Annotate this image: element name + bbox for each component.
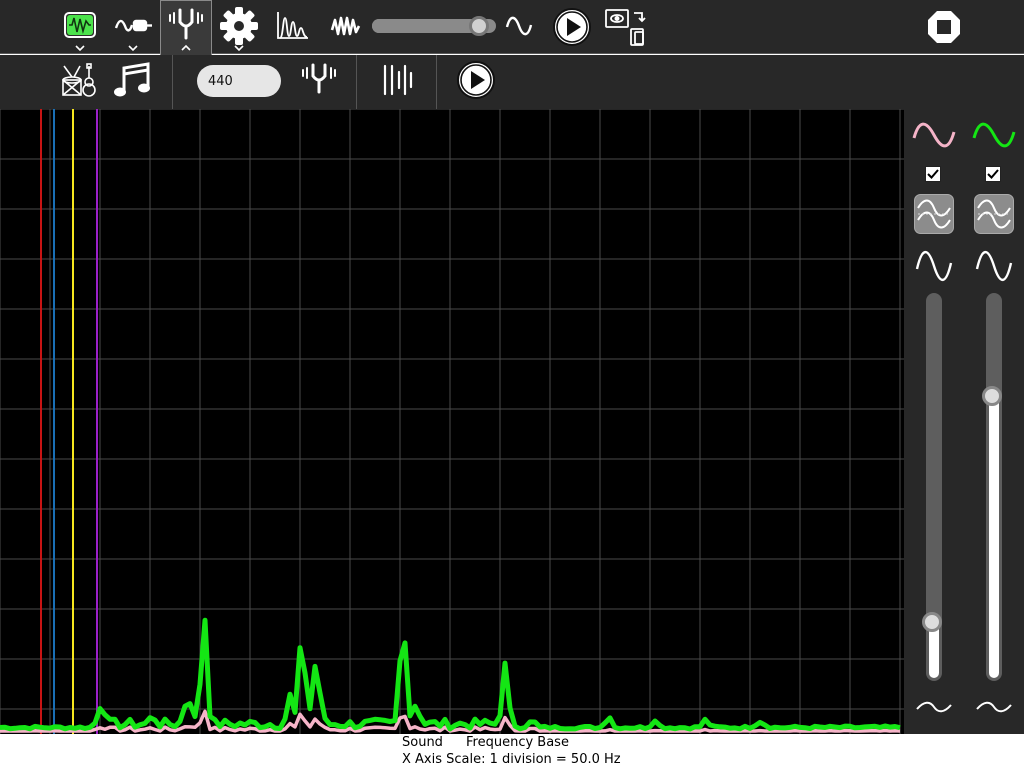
sensor-probe-icon <box>114 19 152 32</box>
play-button[interactable] <box>552 7 592 47</box>
frequency-markers <box>40 109 98 734</box>
tuning-lines-button[interactable] <box>382 64 414 96</box>
channel-1-low-wave-icon-holder <box>914 697 954 717</box>
channel-1-gain-handle[interactable] <box>922 611 942 632</box>
dual-wave-icon <box>914 194 954 234</box>
instruments-icon <box>62 63 96 97</box>
oscilloscope-tab[interactable] <box>62 10 98 52</box>
channel-2-trigger-button[interactable] <box>974 194 1014 234</box>
channel-1-wave-button[interactable] <box>912 118 956 152</box>
tuning-fork-icon <box>302 63 336 94</box>
sine-wave-icon <box>915 250 953 282</box>
notes-button[interactable] <box>114 62 152 100</box>
instrument-button[interactable] <box>60 62 98 100</box>
screenshot-capture-icon <box>605 9 646 46</box>
sine-wave-icon <box>912 122 956 148</box>
chevron-down-icon <box>234 45 244 52</box>
tuning-tab[interactable] <box>166 6 206 52</box>
channel-2-gain-fill <box>989 396 999 678</box>
music-notes-icon <box>114 62 150 97</box>
checkmark-icon <box>987 169 999 179</box>
oscilloscope-icon <box>64 12 96 38</box>
channel-2-wave-button[interactable] <box>972 118 1016 152</box>
spectrum-display[interactable] <box>0 109 904 734</box>
tone-play-button[interactable] <box>456 60 496 100</box>
flat-wave-icon <box>976 701 1012 713</box>
toolbar-separator <box>356 55 357 109</box>
spectrum-canvas <box>0 109 904 734</box>
status-scale: X Axis Scale: 1 division = 50.0 Hz <box>402 752 621 767</box>
spectrum-icon <box>277 12 308 39</box>
capture-button[interactable] <box>604 7 646 47</box>
tuning-lines-icon <box>383 64 413 96</box>
checkmark-icon <box>927 169 939 179</box>
channel-1-gain-fill <box>929 621 939 678</box>
channel-1-checkbox[interactable] <box>925 166 941 182</box>
grid <box>0 109 904 734</box>
volume-slider-fill <box>372 19 482 33</box>
chevron-down-icon <box>128 45 138 52</box>
stop-icon <box>928 11 960 43</box>
channel-2-waveform-button[interactable] <box>974 245 1014 287</box>
frequency-input[interactable] <box>197 65 281 97</box>
channel-panel <box>904 109 1024 734</box>
dual-wave-icon <box>974 194 1014 234</box>
status-mode: Sound <box>402 735 443 750</box>
green-channel-trace <box>0 617 901 732</box>
toolbar-separator <box>436 55 437 109</box>
status-bar: Sound Frequency Base X Axis Scale: 1 div… <box>0 734 1024 768</box>
channel-1-trigger-button[interactable] <box>914 194 954 234</box>
spectrum-tab[interactable] <box>276 10 310 42</box>
waveform-button[interactable] <box>504 13 534 39</box>
wave-tab[interactable] <box>330 12 362 40</box>
channel-2-checkbox[interactable] <box>985 166 1001 182</box>
sine-wave-icon <box>505 16 533 36</box>
status-base: Frequency Base <box>466 735 569 750</box>
settings-tab[interactable] <box>219 6 259 52</box>
stop-button[interactable] <box>926 9 962 45</box>
sensor-tab[interactable] <box>114 10 154 52</box>
tuning-fork-icon <box>169 8 203 40</box>
tuning-toolbar <box>0 55 1024 109</box>
play-icon <box>457 61 495 99</box>
chevron-down-icon <box>75 45 85 52</box>
gear-icon <box>220 7 258 45</box>
channel-1-waveform-button[interactable] <box>914 245 954 287</box>
tuner-button[interactable] <box>300 62 338 96</box>
sine-wave-icon <box>975 250 1013 282</box>
channel-2-low-wave-icon-holder <box>974 697 1014 717</box>
volume-slider-handle[interactable] <box>468 16 489 36</box>
wave-icon <box>330 16 361 36</box>
channel-2-gain-handle[interactable] <box>982 386 1002 406</box>
flat-wave-icon <box>916 701 952 713</box>
play-icon <box>553 8 591 46</box>
main-toolbar <box>0 0 1024 55</box>
toolbar-separator <box>172 55 173 109</box>
channel-1-gain-track[interactable] <box>926 293 942 681</box>
sine-wave-icon <box>972 122 1016 148</box>
volume-slider[interactable] <box>372 16 496 36</box>
chevron-up-icon <box>181 44 191 51</box>
